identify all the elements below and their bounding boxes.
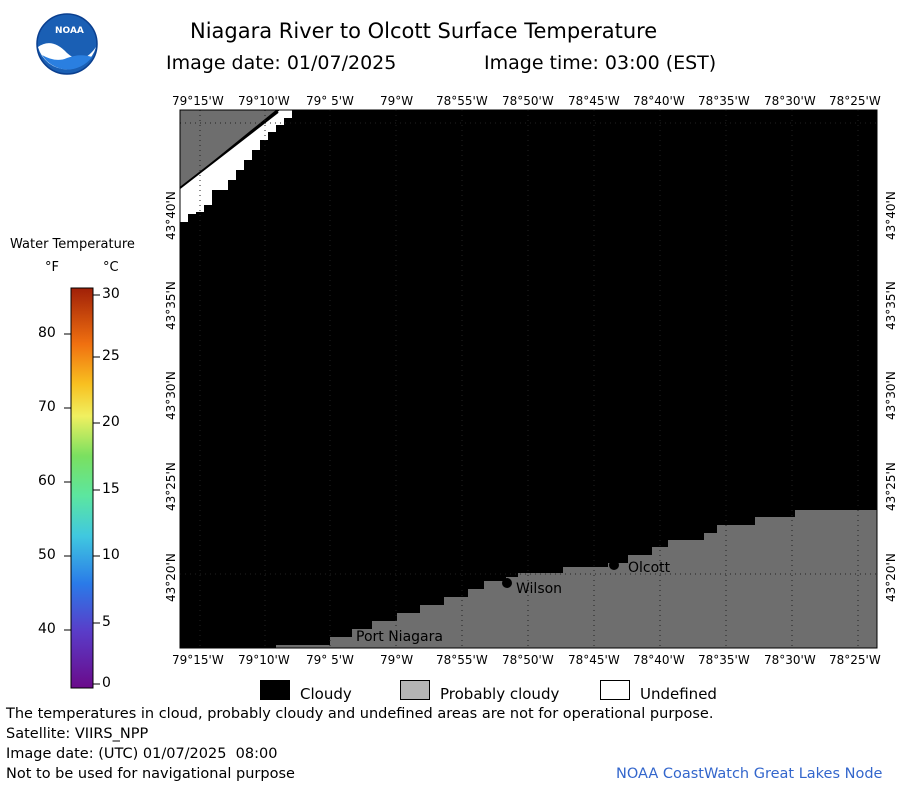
graticule xyxy=(180,110,877,648)
undefined-area xyxy=(180,110,292,222)
lon-label-top: 78°55'W xyxy=(436,94,488,108)
legend-swatch-probably-cloudy xyxy=(400,680,430,700)
place-label-wilson: Wilson xyxy=(516,581,563,597)
c-tick-label: 10 xyxy=(102,547,120,563)
footer-credit-link[interactable]: NOAA CoastWatch Great Lakes Node xyxy=(616,766,883,782)
lon-label-bottom: 79°15'W xyxy=(172,653,224,667)
f-tick-label: 40 xyxy=(38,621,56,637)
land-usa xyxy=(276,510,877,648)
legend-label-cloudy: Cloudy xyxy=(300,685,352,703)
lon-label-bottom: 79°10'W xyxy=(238,653,290,667)
noaa-logo-text: NOAA xyxy=(55,26,84,36)
c-tick-label: 5 xyxy=(102,614,111,630)
c-tick-label: 0 xyxy=(102,675,111,691)
image-date-label: Image date: 01/07/2025 xyxy=(166,52,397,74)
footer-satellite: Satellite: VIIRS_NPP xyxy=(6,726,149,742)
lat-label-left: 43°20'N xyxy=(164,553,178,602)
noaa-logo-graphic xyxy=(36,13,98,75)
f-tick-label: 70 xyxy=(38,399,56,415)
legend-swatch-cloudy xyxy=(260,680,290,700)
lon-label-top: 79°15'W xyxy=(172,94,224,108)
lat-label-right: 43°30'N xyxy=(884,371,898,420)
lat-label-left: 43°25'N xyxy=(164,462,178,511)
lat-label-right: 43°20'N xyxy=(884,553,898,602)
lon-label-bottom: 78°45'W xyxy=(568,653,620,667)
f-tick-label: 50 xyxy=(38,547,56,563)
lon-label-top: 78°25'W xyxy=(829,94,881,108)
f-tick-label: 80 xyxy=(38,325,56,341)
lon-label-bottom: 79° 5'W xyxy=(306,653,354,667)
f-tick-label: 60 xyxy=(38,473,56,489)
lon-label-bottom: 78°30'W xyxy=(764,653,816,667)
footer-note: The temperatures in cloud, probably clou… xyxy=(6,706,714,722)
wilson-dot xyxy=(502,578,512,588)
lon-label-top: 78°40'W xyxy=(633,94,685,108)
lat-label-right: 43°35'N xyxy=(884,281,898,330)
footer-utc-date: Image date: (UTC) 01/07/2025 08:00 xyxy=(6,746,278,762)
footer-nav-warning: Not to be used for navigational purpose xyxy=(6,766,295,782)
legend-label-probably-cloudy: Probably cloudy xyxy=(440,685,560,703)
lon-label-top: 79°W xyxy=(380,94,414,108)
lat-label-right: 43°40'N xyxy=(884,191,898,240)
map-title: Niagara River to Olcott Surface Temperat… xyxy=(190,19,658,43)
lat-label-left: 43°35'N xyxy=(164,281,178,330)
c-tick-label: 30 xyxy=(102,286,120,302)
c-tick-label: 20 xyxy=(102,414,120,430)
c-tick-label: 25 xyxy=(102,348,120,364)
lon-label-top: 78°30'W xyxy=(764,94,816,108)
lon-label-bottom: 79°W xyxy=(380,653,414,667)
colorbar xyxy=(71,288,93,688)
colorbar-unit-f: °F xyxy=(45,260,59,275)
lon-label-bottom: 78°40'W xyxy=(633,653,685,667)
legend-label-undefined: Undefined xyxy=(640,685,717,703)
lon-label-bottom: 78°35'W xyxy=(698,653,750,667)
place-label-olcott: Olcott xyxy=(628,560,671,576)
lon-label-top: 79°10'W xyxy=(238,94,290,108)
image-time-label: Image time: 03:00 (EST) xyxy=(484,52,717,74)
lat-label-left: 43°30'N xyxy=(164,371,178,420)
place-label-port-niagara: Port Niagara xyxy=(356,629,443,645)
lon-label-bottom: 78°25'W xyxy=(829,653,881,667)
lon-label-top: 78°45'W xyxy=(568,94,620,108)
noaa-logo: NOAA xyxy=(36,13,98,75)
lat-label-right: 43°25'N xyxy=(884,462,898,511)
lon-label-top: 78°50'W xyxy=(502,94,554,108)
c-tick-label: 15 xyxy=(102,481,120,497)
lon-label-bottom: 78°55'W xyxy=(436,653,488,667)
colorbar-unit-c: °C xyxy=(103,260,119,275)
lon-label-top: 79° 5'W xyxy=(306,94,354,108)
lon-label-top: 78°35'W xyxy=(698,94,750,108)
colorbar-title: Water Temperature xyxy=(10,237,135,252)
legend-swatch-undefined xyxy=(600,680,630,700)
lat-label-left: 43°40'N xyxy=(164,191,178,240)
lon-label-bottom: 78°50'W xyxy=(502,653,554,667)
colorbar-ticks xyxy=(64,294,100,685)
olcott-dot xyxy=(609,560,619,570)
